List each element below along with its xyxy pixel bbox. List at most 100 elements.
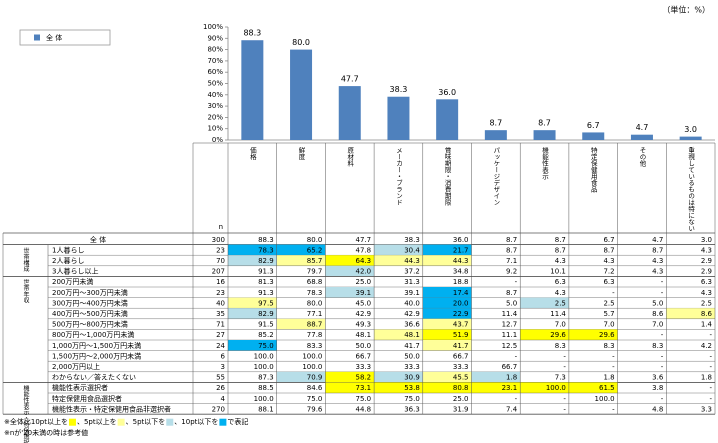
table-cell: 3.6: [652, 374, 664, 382]
table-cell: 47.7: [356, 236, 372, 244]
table-cell: 47.8: [356, 246, 372, 254]
table-cell: 45.0: [356, 299, 372, 307]
table-cell: 100.0: [254, 395, 274, 403]
table-cell: 29.6: [599, 331, 615, 339]
table-cell: -: [661, 395, 664, 403]
table-cell: 8.7: [652, 246, 663, 254]
table-cell: 45.5: [453, 374, 469, 382]
table-cell: 8.6: [701, 310, 713, 318]
table-cell: -: [612, 289, 615, 297]
y-tick-label: 90%: [207, 34, 223, 42]
note-swatch: [68, 418, 76, 426]
y-tick-label: 80%: [207, 46, 223, 54]
column-header: 重視しているものは特にない: [687, 147, 695, 232]
table-cell: 4.3: [701, 289, 712, 297]
table-cell: 44.3: [453, 257, 469, 265]
cell-highlight: [422, 308, 472, 319]
table-cell: -: [709, 395, 712, 403]
table-cell: 64.3: [356, 257, 372, 265]
table-cell: 27: [216, 331, 225, 339]
table-cell: 1.8: [701, 374, 712, 382]
table-cell: 49.3: [356, 321, 372, 329]
table-cell: 30.4: [404, 246, 420, 254]
group-label: 世帯構成: [22, 247, 29, 273]
cell-highlight: [422, 287, 472, 298]
table-cell: 8.3: [603, 342, 614, 350]
bar: [387, 96, 410, 140]
table-cell: 33.3: [356, 363, 372, 371]
table-cell: 8.7: [506, 289, 517, 297]
cell-highlight: [568, 329, 618, 340]
bar: [533, 130, 556, 140]
table-cell: 61.5: [599, 384, 615, 392]
cell-highlight: [422, 329, 472, 340]
table-cell: 88.7: [307, 321, 323, 329]
cell-highlight: [374, 371, 423, 383]
table-cell: 50.0: [356, 342, 372, 350]
table-cell: 4.3: [555, 289, 566, 297]
legend-label: 全 体: [46, 33, 62, 42]
table-cell: 33.3: [453, 363, 469, 371]
value-label: 8.7: [538, 119, 551, 128]
table-cell: 39.1: [404, 289, 420, 297]
table-cell: 1.8: [506, 374, 517, 382]
table-cell: 39.1: [356, 289, 372, 297]
table-cell: 8.7: [603, 246, 614, 254]
table-cell: 8.6: [652, 310, 664, 318]
table-cell: -: [563, 395, 566, 403]
row-label: 特定保健用食品選択者: [52, 394, 122, 403]
table-cell: 3.0: [701, 236, 712, 244]
cell-highlight: [276, 244, 326, 256]
table-cell: 82.9: [258, 310, 274, 318]
table-cell: 53.8: [404, 384, 420, 392]
cell-highlight: [520, 329, 569, 340]
y-tick-label: 40%: [207, 91, 223, 99]
cell-highlight: [325, 265, 375, 277]
cell-highlight: [471, 382, 521, 393]
table-cell: 23: [216, 289, 225, 297]
table-cell: 24: [216, 342, 225, 350]
table-cell: 22.9: [453, 310, 469, 318]
table-cell: 6.7: [603, 236, 614, 244]
row-label: 3人暮らし以上: [52, 267, 98, 276]
cell-highlight: [228, 308, 277, 319]
table-cell: 9.2: [506, 268, 517, 276]
table-cell: 4.3: [555, 257, 566, 265]
table-cell: -: [709, 363, 712, 371]
table-cell: 88.1: [258, 405, 274, 413]
table-cell: 207: [212, 268, 225, 276]
table-cell: 100.0: [302, 352, 322, 360]
column-header: 原材料: [346, 147, 354, 168]
table-cell: 73.1: [356, 384, 372, 392]
note-swatch: [219, 418, 227, 426]
table-cell: -: [563, 405, 566, 413]
table-cell: 100.0: [302, 363, 322, 371]
table-cell: 5.0: [652, 299, 663, 307]
note-text: 、5pt以上を: [77, 417, 117, 426]
table-cell: 85.7: [307, 257, 323, 265]
table-cell: 41.7: [404, 342, 420, 350]
table-cell: 270: [212, 405, 225, 413]
table-cell: 77.8: [307, 331, 323, 339]
bar: [630, 134, 653, 140]
table-cell: 77.1: [307, 310, 323, 318]
table-cell: 97.5: [258, 299, 274, 307]
cell-highlight: [228, 297, 277, 309]
table-cell: 17.4: [453, 289, 469, 297]
table-cell: 36.3: [404, 405, 420, 413]
table-cell: 3: [221, 363, 225, 371]
table-cell: 48.1: [356, 331, 372, 339]
note-text: ※全体比10pt以上を: [4, 417, 68, 426]
table-cell: 100.0: [595, 395, 615, 403]
table-cell: 34.8: [453, 268, 469, 276]
table-cell: 44.8: [356, 405, 372, 413]
table-cell: 75.0: [258, 342, 274, 350]
note-text: ※nが'20未満の時は参考値: [4, 428, 88, 437]
table-cell: 80.0: [307, 299, 323, 307]
table-cell: -: [709, 352, 712, 360]
table-cell: 83.3: [307, 342, 323, 350]
table-cell: -: [515, 352, 518, 360]
cell-highlight: [325, 287, 375, 298]
table-cell: 42.9: [404, 310, 420, 318]
